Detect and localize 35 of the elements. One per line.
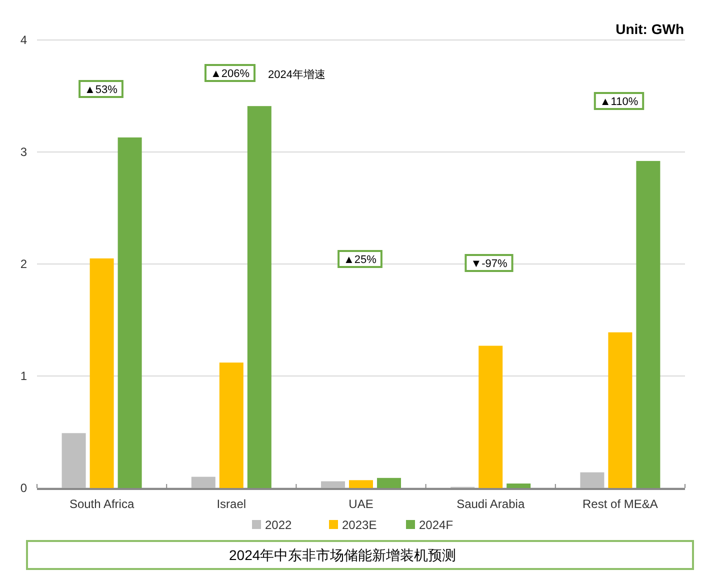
text: Unit: GWh: [616, 21, 684, 37]
bar: [247, 106, 272, 488]
bar: [321, 481, 345, 488]
bar: [118, 137, 142, 488]
x-tick-label: Saudi Arabia: [456, 497, 525, 511]
annotation: ▼-97%: [470, 258, 508, 270]
y-tick-label: 1: [20, 369, 28, 383]
bar: [478, 346, 503, 488]
x-tick-label: Israel: [216, 497, 246, 511]
legend-label: 2023E: [342, 518, 377, 532]
annotation: ▲25%: [344, 254, 377, 266]
annotation: ▲53%: [84, 84, 118, 96]
bar: [62, 433, 86, 488]
y-tick-label: 3: [20, 145, 28, 159]
bar: [377, 478, 401, 488]
annotation: ▲206%: [210, 68, 250, 80]
bar: [191, 476, 216, 488]
x-tick-label: UAE: [348, 497, 374, 511]
y-tick-label: 2: [20, 257, 28, 271]
bar: [219, 362, 244, 488]
y-tick-label: 4: [20, 33, 28, 47]
bar: [580, 472, 604, 488]
bar: [506, 484, 531, 488]
bar: [349, 480, 373, 488]
text: 2024年中东非市场储能新增装机预测: [229, 547, 456, 563]
annotation: 2024年增速: [268, 68, 326, 81]
bar: [608, 332, 632, 488]
x-tick-label: South Africa: [69, 497, 134, 511]
bar: [636, 160, 660, 488]
legend-label: 2022: [265, 518, 292, 532]
annotation: ▲110%: [600, 96, 638, 108]
x-tick-label: Rest of ME&A: [582, 497, 658, 511]
y-tick-label: 0: [20, 481, 28, 495]
bar: [90, 258, 114, 488]
legend-label: 2024F: [419, 518, 454, 532]
